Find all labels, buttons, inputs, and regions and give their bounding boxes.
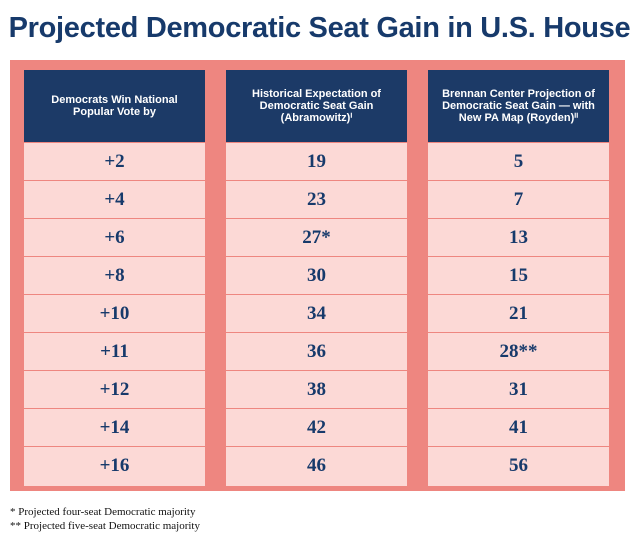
table-cell: 13: [428, 218, 609, 256]
footnotes: * Projected four-seat Democratic majorit…: [10, 505, 200, 533]
table-cell: 56: [428, 446, 609, 484]
table-cell: 7: [428, 180, 609, 218]
footnote-four-seat: * Projected four-seat Democratic majorit…: [10, 506, 196, 518]
table-frame: Democrats Win National Popular Vote by +…: [10, 60, 625, 491]
table-cell: 19: [226, 142, 407, 180]
chart-title: Projected Democratic Seat Gain in U.S. H…: [8, 12, 631, 44]
table-cell: 15: [428, 256, 609, 294]
column-popular-vote: Democrats Win National Popular Vote by +…: [24, 70, 205, 486]
column-header-historical: Historical Expectation of Democratic Sea…: [226, 70, 407, 142]
column-header-label: Historical Expectation of Democratic Sea…: [252, 88, 381, 124]
table-cell: 36: [226, 332, 407, 370]
table-cell: +6: [24, 218, 205, 256]
table-cell: 38: [226, 370, 407, 408]
table-cell: +14: [24, 408, 205, 446]
table-cell: +2: [24, 142, 205, 180]
table-cell: 41: [428, 408, 609, 446]
table-cell: +16: [24, 446, 205, 484]
table-cell: 42: [226, 408, 407, 446]
table-cell: +11: [24, 332, 205, 370]
table-cell: 34: [226, 294, 407, 332]
column-header-label: Brennan Center Projection of Democratic …: [442, 88, 595, 124]
table-cell: 27*: [226, 218, 407, 256]
table-cell: 30: [226, 256, 407, 294]
table-cell: 31: [428, 370, 609, 408]
column-header-label: Democrats Win National Popular Vote by: [51, 94, 178, 118]
column-header-brennan: Brennan Center Projection of Democratic …: [428, 70, 609, 142]
table-cell: 5: [428, 142, 609, 180]
table-cell: +12: [24, 370, 205, 408]
column-header-popular-vote: Democrats Win National Popular Vote by: [24, 70, 205, 142]
table-cell: 21: [428, 294, 609, 332]
table-cell: 28**: [428, 332, 609, 370]
table-cell: +10: [24, 294, 205, 332]
footnote-five-seat: ** Projected five-seat Democratic majori…: [10, 520, 200, 532]
table-cell: +8: [24, 256, 205, 294]
column-historical-expectation: Historical Expectation of Democratic Sea…: [226, 70, 407, 486]
table-cell: +4: [24, 180, 205, 218]
table-cell: 23: [226, 180, 407, 218]
column-brennan-projection: Brennan Center Projection of Democratic …: [428, 70, 609, 486]
table-cell: 46: [226, 446, 407, 484]
